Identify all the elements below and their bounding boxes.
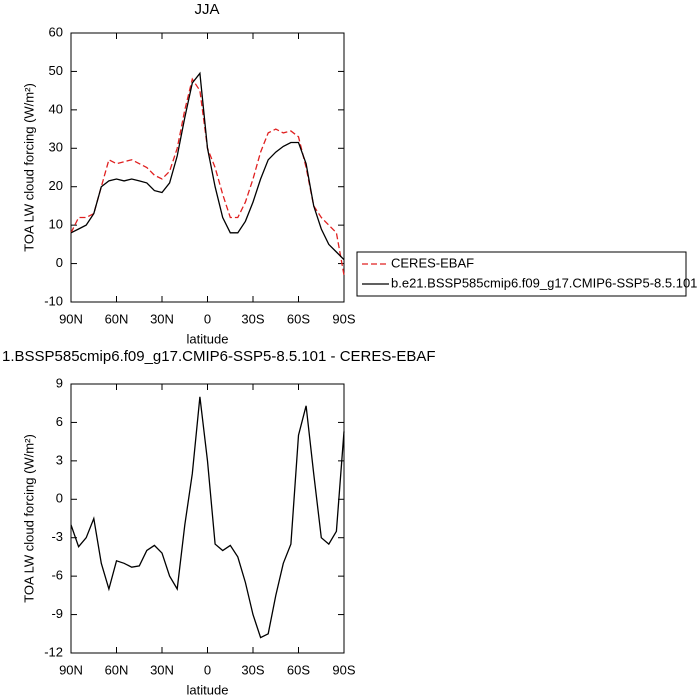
y-tick-label: -12 <box>44 644 63 659</box>
data-line <box>70 71 345 261</box>
y-axis-label: TOA LW cloud forcing (W/m²) <box>21 434 36 603</box>
y-tick-label: -9 <box>51 606 63 621</box>
y-axis-label: TOA LW cloud forcing (W/m²) <box>21 83 36 252</box>
x-tick-label: 30S <box>241 311 264 326</box>
x-tick-label: 60N <box>105 311 129 326</box>
chart-title: 1.BSSP585cmip6.f09_g17.CMIP6-SSP5-8.5.10… <box>2 348 436 365</box>
x-tick-label: 30N <box>150 311 174 326</box>
x-tick-label: 30S <box>241 662 264 677</box>
y-tick-label: -3 <box>51 529 63 544</box>
y-tick-label: 10 <box>49 217 63 232</box>
y-tick-label: 60 <box>49 24 63 39</box>
y-tick-label: 3 <box>56 452 63 467</box>
y-tick-label: 50 <box>49 63 63 78</box>
x-axis-label: latitude <box>187 331 229 346</box>
chart-title: JJA <box>194 1 219 18</box>
x-tick-label: 90N <box>59 311 83 326</box>
data-line <box>70 77 345 276</box>
x-tick-label: 90S <box>332 662 355 677</box>
y-tick-label: 30 <box>49 140 63 155</box>
legend-label: b.e21.BSSP585cmip6.f09_g17.CMIP6-SSP5-8.… <box>391 275 697 290</box>
x-tick-label: 0 <box>204 311 211 326</box>
x-tick-label: 90N <box>59 662 83 677</box>
x-tick-label: 0 <box>204 662 211 677</box>
y-tick-label: 9 <box>56 375 63 390</box>
x-tick-label: 60N <box>105 662 129 677</box>
data-line <box>70 396 345 639</box>
legend-box <box>356 251 687 297</box>
y-tick-label: 20 <box>49 178 63 193</box>
plot-frame <box>70 383 345 654</box>
y-tick-label: 6 <box>56 414 63 429</box>
x-tick-label: 60S <box>287 311 310 326</box>
y-tick-label: 0 <box>56 255 63 270</box>
legend-label: CERES-EBAF <box>391 255 474 270</box>
y-tick-label: 40 <box>49 101 63 116</box>
x-tick-label: 30N <box>150 662 174 677</box>
x-tick-label: 60S <box>287 662 310 677</box>
plot-frame <box>70 32 345 303</box>
y-tick-label: -6 <box>51 568 63 583</box>
x-tick-label: 90S <box>332 311 355 326</box>
y-tick-label: 0 <box>56 491 63 506</box>
x-axis-label: latitude <box>187 682 229 697</box>
y-tick-label: -10 <box>44 293 63 308</box>
